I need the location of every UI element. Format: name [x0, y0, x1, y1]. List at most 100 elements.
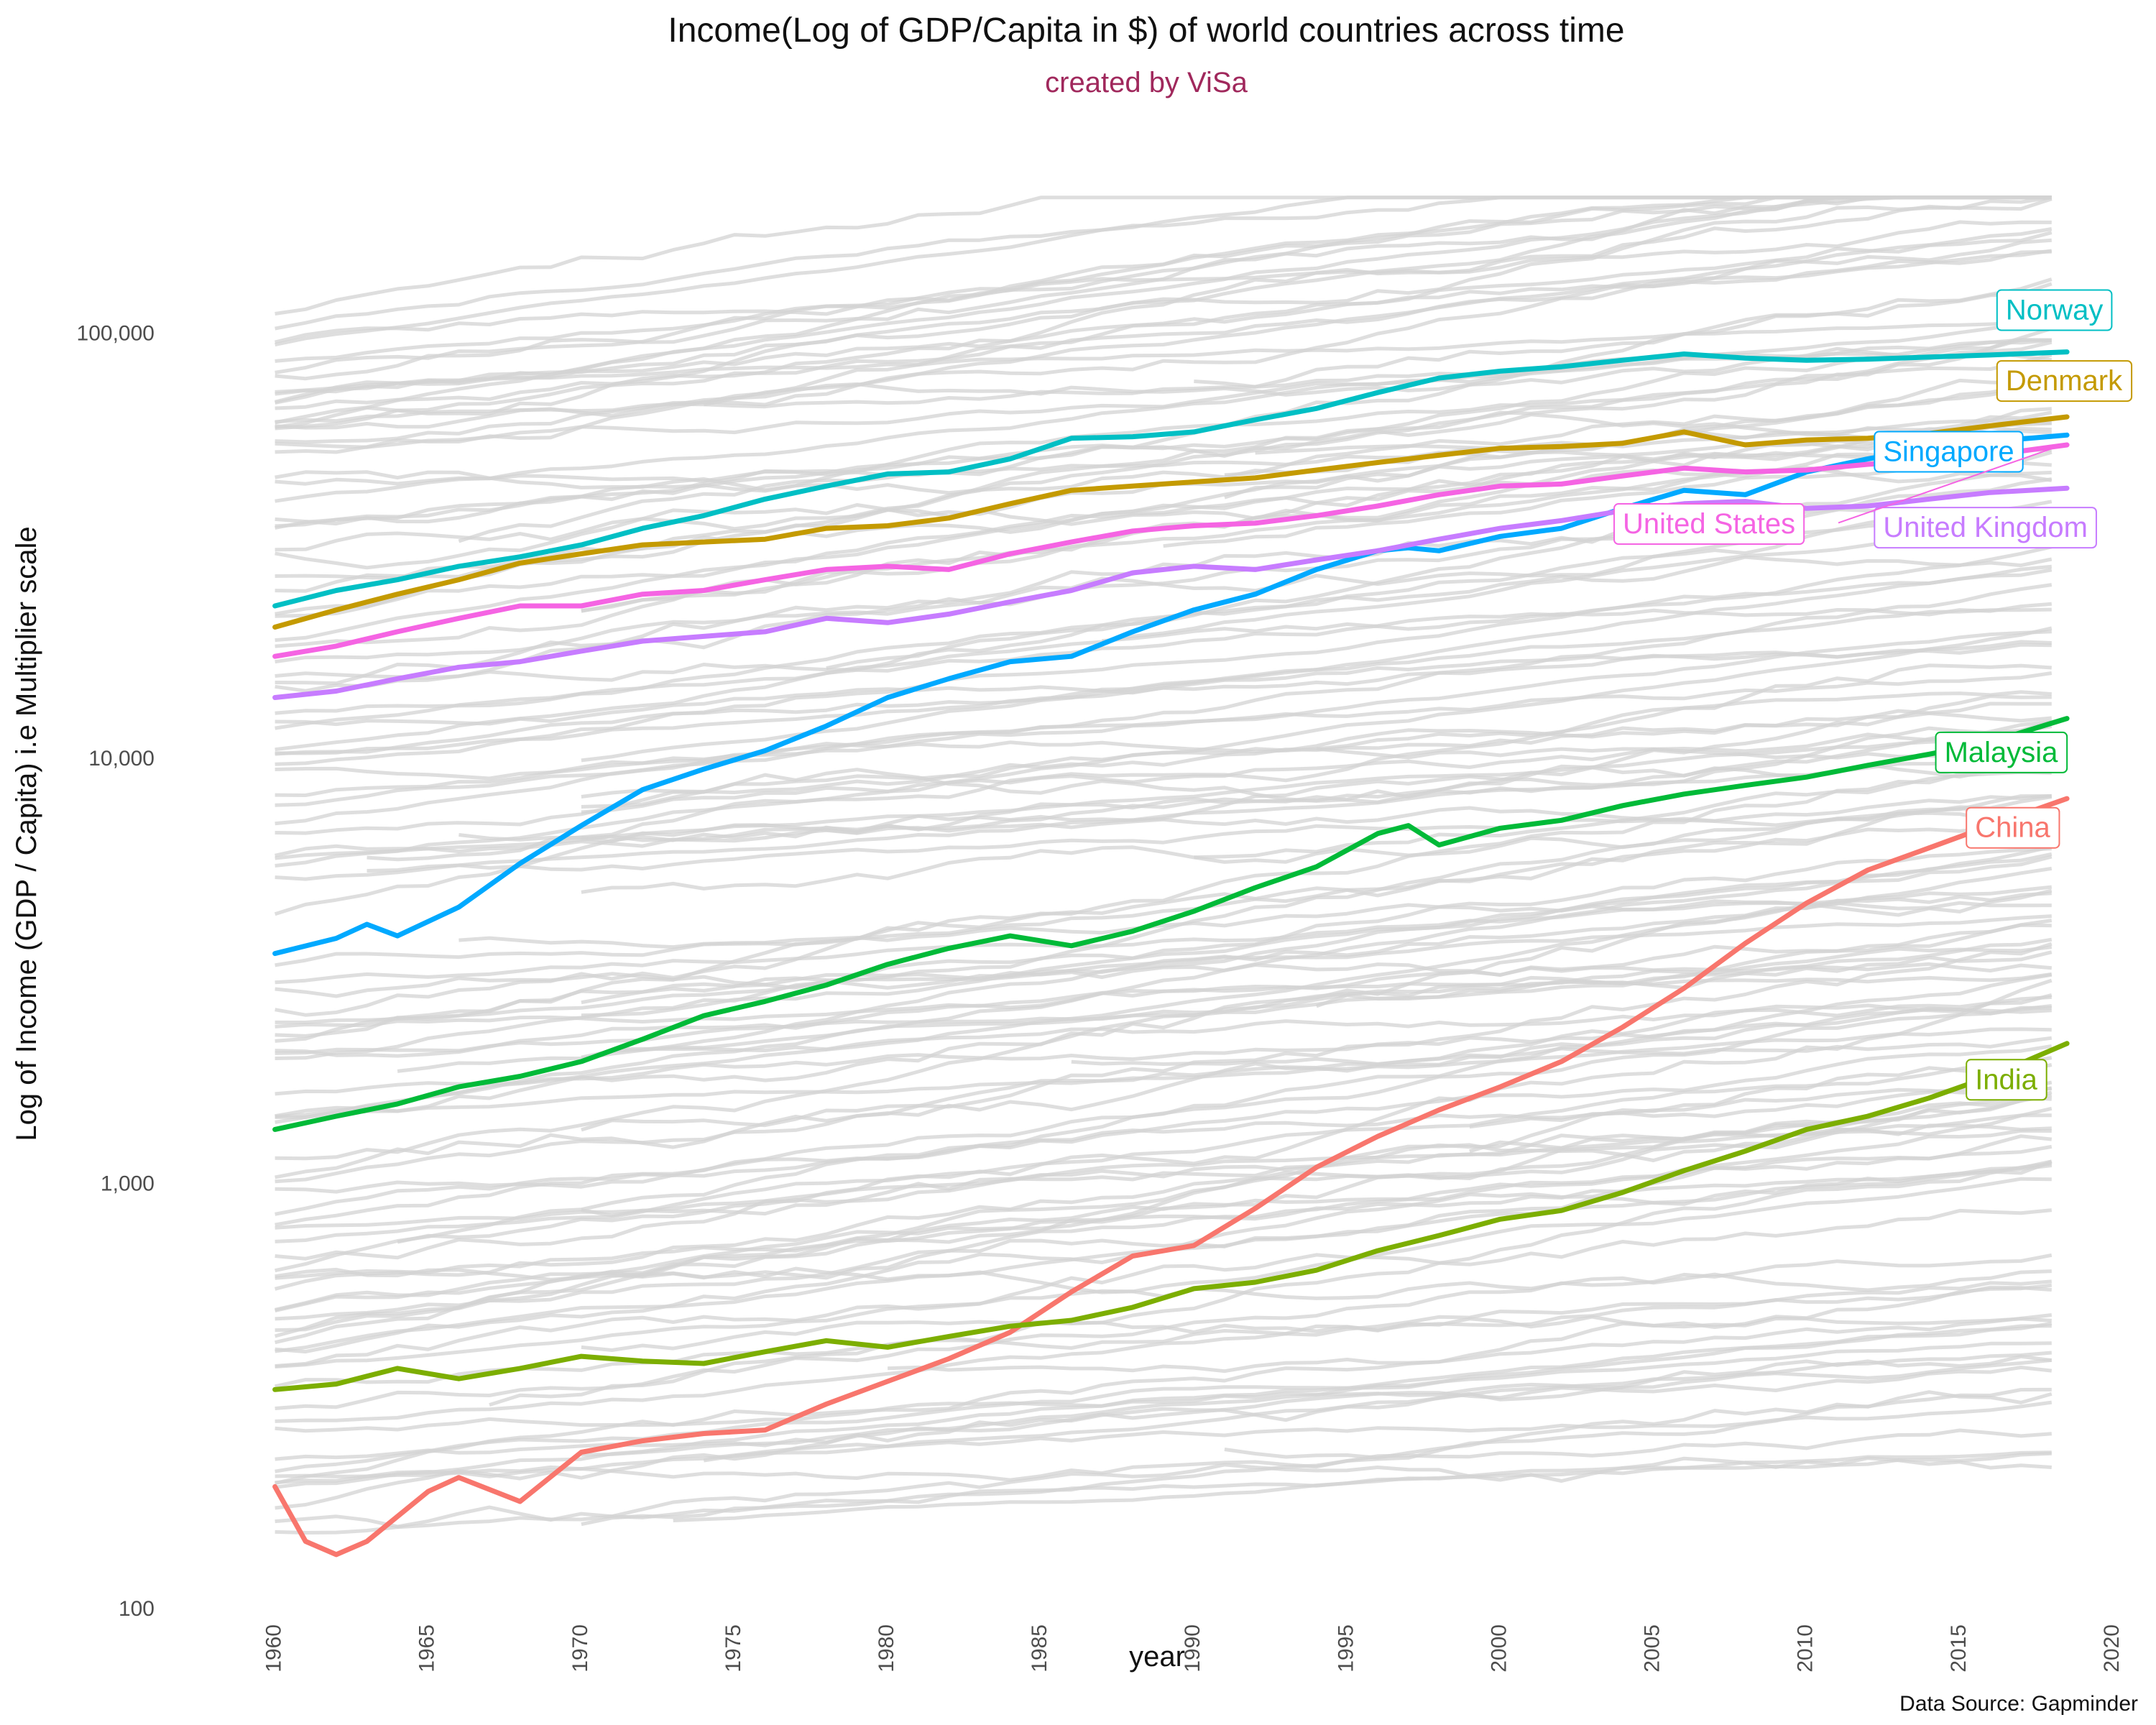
label-box-norway: [1996, 289, 2113, 331]
x-tick-label: 1995: [1334, 1624, 1358, 1673]
x-tick-label: 1980: [875, 1624, 898, 1673]
label-text-united-states: United States: [1623, 508, 1795, 540]
background-country-line: [275, 1354, 2053, 1510]
background-country-line: [581, 852, 2053, 1018]
background-country-line: [275, 249, 2052, 431]
label-box-singapore: [1874, 431, 2024, 473]
background-country-line: [275, 318, 2053, 394]
y-tick-label: 100: [119, 1597, 155, 1621]
background-country-line: [1071, 1036, 2053, 1066]
label-box-united-states: [1613, 503, 1805, 546]
x-tick-label: 2000: [1487, 1624, 1511, 1673]
background-country-line: [275, 321, 2052, 503]
background-country-line: [275, 757, 2053, 1038]
chart-subtitle: created by ViSa: [1045, 67, 1248, 98]
background-country-line: [888, 1313, 2053, 1374]
x-tick-label: 1960: [262, 1624, 286, 1673]
label-united-states: United States: [1613, 503, 1805, 546]
label-box-india: [1966, 1059, 2047, 1101]
y-tick-label: 1,000: [101, 1172, 155, 1195]
label-united-kingdom: United Kingdom: [1874, 507, 2097, 549]
background-country-line: [275, 1177, 2052, 1368]
background-country-line: [826, 555, 2053, 671]
background-country-line: [275, 640, 2052, 756]
background-country-line: [275, 607, 2052, 755]
background-country-line: [275, 1044, 2053, 1194]
background-country-line: [275, 515, 2053, 752]
background-country-line: [275, 196, 2052, 374]
label-text-india: India: [1975, 1064, 2037, 1095]
background-country-line: [275, 353, 2053, 593]
background-country-line: [275, 1159, 2053, 1345]
label-box-united-kingdom: [1874, 507, 2097, 549]
label-text-denmark: Denmark: [2006, 365, 2123, 397]
background-country-line: [275, 346, 2053, 430]
chart-title: Income(Log of GDP/Capita in $) of world …: [668, 12, 1624, 50]
background-country-line: [275, 1095, 2052, 1321]
series-line-united-states: [272, 442, 2070, 659]
background-country-line: [275, 426, 2052, 581]
label-leader-united-states: [1838, 444, 2063, 524]
background-country-line: [275, 1159, 2053, 1280]
background-country-line: [275, 1144, 2053, 1312]
background-country-line: [275, 845, 2053, 1118]
series-line-denmark: [272, 414, 2070, 630]
background-country-line: [1194, 282, 2053, 389]
background-country-line: [275, 740, 2053, 781]
background-country-line: [673, 1450, 2052, 1522]
label-text-united-kingdom: United Kingdom: [1883, 512, 2088, 543]
background-country-line: [275, 1027, 2052, 1119]
x-tick-label: 2010: [1794, 1624, 1818, 1673]
background-country-line: [275, 326, 2053, 618]
background-country-line: [275, 724, 2053, 857]
y-axis-title: Log of Income (GDP / Capita) i.e Multipl…: [11, 526, 42, 1141]
label-box-denmark: [1996, 360, 2133, 402]
x-tick-label: 1970: [568, 1624, 592, 1673]
label-denmark: Denmark: [1996, 360, 2133, 402]
background-country-line: [275, 1366, 2053, 1461]
background-country-line: [275, 866, 2053, 1124]
background-country-line: [275, 196, 2052, 316]
series-line-singapore: [272, 432, 2070, 957]
background-country-line: [275, 1056, 2053, 1243]
background-country-line: [275, 1358, 2053, 1433]
background-country-line: [275, 509, 2052, 686]
background-country-line: [581, 719, 2053, 814]
background-country-line: [275, 385, 2052, 643]
background-country-line: [275, 972, 2053, 1273]
background-country-line: [275, 1208, 2053, 1368]
label-box-malaysia: [1935, 731, 2068, 773]
y-tick-label: 100,000: [77, 321, 155, 345]
background-country-line: [275, 1428, 2052, 1485]
background-country-line: [275, 1456, 2052, 1529]
series-line-china: [272, 796, 2070, 1558]
x-tick-label: 1985: [1028, 1624, 1051, 1673]
background-country-line: [275, 197, 2053, 410]
label-text-norway: Norway: [2006, 295, 2104, 326]
background-country-line: [275, 410, 2053, 492]
label-malaysia: Malaysia: [1935, 731, 2068, 773]
background-country-line: [612, 995, 2052, 1052]
background-country-line: [275, 945, 2053, 1055]
y-axis-ticks: 100 1,000 10,000 100,000: [77, 321, 155, 1621]
label-text-singapore: Singapore: [1883, 436, 2014, 467]
background-country-line: [275, 196, 2052, 381]
x-tick-label: 2020: [2100, 1624, 2124, 1673]
series-labels: Norway Denmark Singapore United States Unite…: [1613, 289, 2133, 1101]
background-country-line: [1102, 602, 2052, 643]
background-country-line: [275, 466, 2053, 570]
background-country-line: [275, 196, 2053, 429]
label-singapore: Singapore: [1874, 431, 2024, 473]
background-country-line: [275, 583, 2053, 826]
label-china: China: [1966, 806, 2060, 849]
background-country-line: [397, 1093, 2053, 1244]
background-country-line: [275, 1253, 2053, 1410]
background-country-line: [275, 1128, 2052, 1333]
background-country-line: [367, 663, 2052, 862]
background-country-line: [275, 1086, 2053, 1216]
label-text-malaysia: Malaysia: [1945, 737, 2059, 768]
background-country-line: [275, 1004, 2053, 1179]
background-country-line: [489, 1162, 2053, 1407]
label-india: India: [1966, 1059, 2047, 1101]
